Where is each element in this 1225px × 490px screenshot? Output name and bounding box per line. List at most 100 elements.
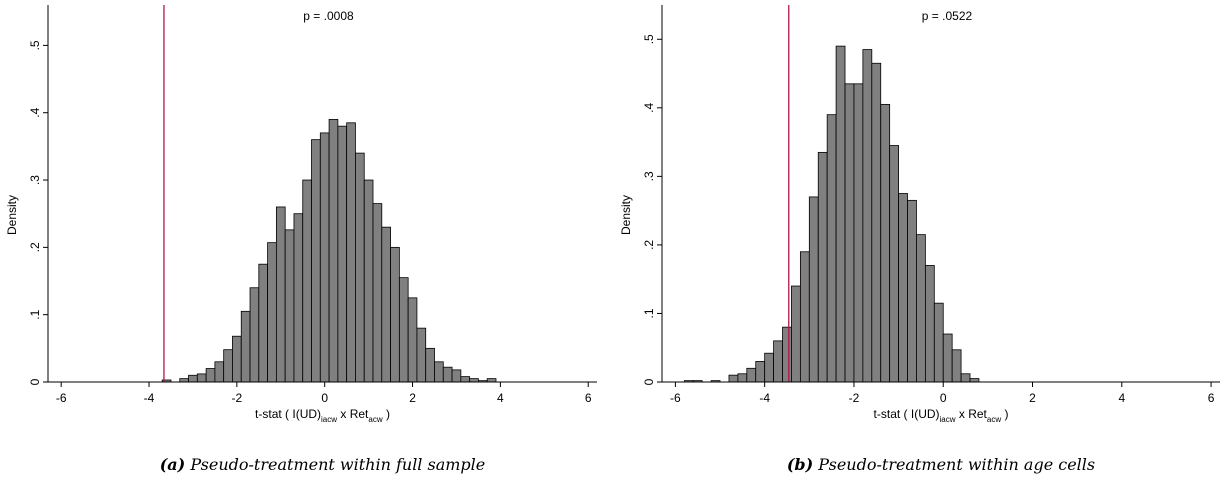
x-axis-title: t-stat ( I(UD)iacw x Retacw ) — [255, 407, 390, 424]
caption: (a) Pseudo-treatment within full sample — [160, 455, 486, 474]
bar — [844, 83, 855, 383]
bar — [862, 49, 873, 383]
bar — [880, 103, 891, 383]
x-tick-label: -6 — [670, 391, 681, 405]
y-tick-label: .5 — [642, 34, 656, 44]
bar — [486, 378, 497, 383]
label-part: ) — [1001, 407, 1008, 421]
bar — [258, 263, 269, 383]
bar — [407, 297, 418, 383]
y-tick-label: .4 — [642, 102, 656, 112]
bar — [188, 374, 198, 383]
bar — [179, 378, 189, 383]
x-tick-label: -4 — [759, 391, 770, 405]
bar — [853, 83, 864, 383]
bar — [328, 119, 339, 383]
y-tick-label: .1 — [642, 308, 656, 318]
bar — [933, 302, 944, 383]
bar — [372, 203, 383, 383]
bar — [398, 277, 409, 383]
bar — [240, 310, 251, 383]
bar — [196, 373, 207, 383]
x-tick-label: 6 — [1208, 391, 1215, 405]
x-axis-title: t-stat ( I(UD)iacw x Retacw ) — [874, 407, 1009, 424]
bar — [205, 368, 216, 383]
bar — [416, 327, 427, 383]
bar — [898, 193, 908, 383]
bar — [764, 352, 774, 383]
bar — [871, 62, 882, 383]
bar — [451, 369, 462, 383]
caption-text: Pseudo-treatment within full sample — [189, 455, 485, 474]
bar — [319, 132, 330, 383]
caption-label: (a) — [160, 455, 186, 474]
y-tick-label: .3 — [28, 175, 42, 185]
annotation: p = .0008 — [303, 9, 354, 23]
bar — [826, 114, 837, 383]
bar — [267, 242, 277, 383]
y-tick-label: .2 — [642, 240, 656, 250]
x-tick-label: 2 — [409, 391, 416, 405]
bar — [390, 246, 400, 383]
caption: (b) Pseudo-treatment within age cells — [787, 455, 1095, 474]
annotation: p = .0522 — [922, 9, 973, 23]
label-part: x Ret — [337, 407, 369, 421]
y-axis-title: Density — [619, 195, 633, 235]
bar — [311, 139, 321, 383]
x-tick-label: 0 — [321, 391, 328, 405]
x-tick-label: -2 — [232, 391, 243, 405]
bar — [275, 206, 286, 383]
label-part: ) — [383, 407, 390, 421]
y-tick-label: .3 — [642, 171, 656, 181]
subscript: acw — [987, 415, 1001, 424]
bar — [442, 366, 453, 383]
bar — [835, 45, 846, 383]
bar — [302, 179, 312, 383]
bar — [737, 373, 748, 383]
bar — [755, 361, 766, 383]
bar — [355, 152, 365, 383]
x-tick-label: 4 — [1118, 391, 1125, 405]
bar — [214, 361, 225, 383]
bar — [284, 229, 295, 383]
bar — [223, 349, 233, 383]
label-part: x Ret — [956, 407, 988, 421]
label-part: t-stat ( I(UD) — [874, 407, 940, 421]
y-tick-label: .5 — [28, 40, 42, 50]
bar — [425, 347, 435, 383]
caption-label: (b) — [787, 455, 813, 474]
bar — [808, 196, 819, 383]
bar — [346, 122, 356, 383]
y-axis-title: Density — [5, 195, 19, 235]
bar — [951, 349, 962, 383]
bar — [232, 335, 242, 383]
bar — [363, 179, 374, 383]
bar — [916, 234, 926, 383]
bar — [907, 199, 917, 383]
bar — [942, 333, 953, 383]
subscript: iacw — [321, 415, 337, 424]
bar — [791, 285, 801, 383]
x-tick-label: 0 — [940, 391, 947, 405]
bar — [460, 376, 471, 383]
x-tick-label: -2 — [849, 391, 860, 405]
x-tick-label: -6 — [56, 391, 67, 405]
bar — [381, 226, 391, 383]
bar — [782, 326, 792, 383]
bar — [969, 378, 980, 383]
bar — [728, 374, 739, 383]
bar — [817, 151, 828, 383]
y-tick-label: .1 — [28, 309, 42, 319]
bar — [293, 213, 304, 383]
subscript: acw — [368, 415, 382, 424]
bar — [249, 287, 260, 383]
y-tick-label: .2 — [28, 242, 42, 252]
bar — [799, 251, 810, 383]
bar — [337, 125, 348, 383]
bar — [434, 361, 444, 383]
y-tick-label: 0 — [28, 378, 42, 385]
subscript: iacw — [940, 415, 956, 424]
x-tick-label: 4 — [497, 391, 504, 405]
caption-text: Pseudo-treatment within age cells — [817, 455, 1095, 474]
